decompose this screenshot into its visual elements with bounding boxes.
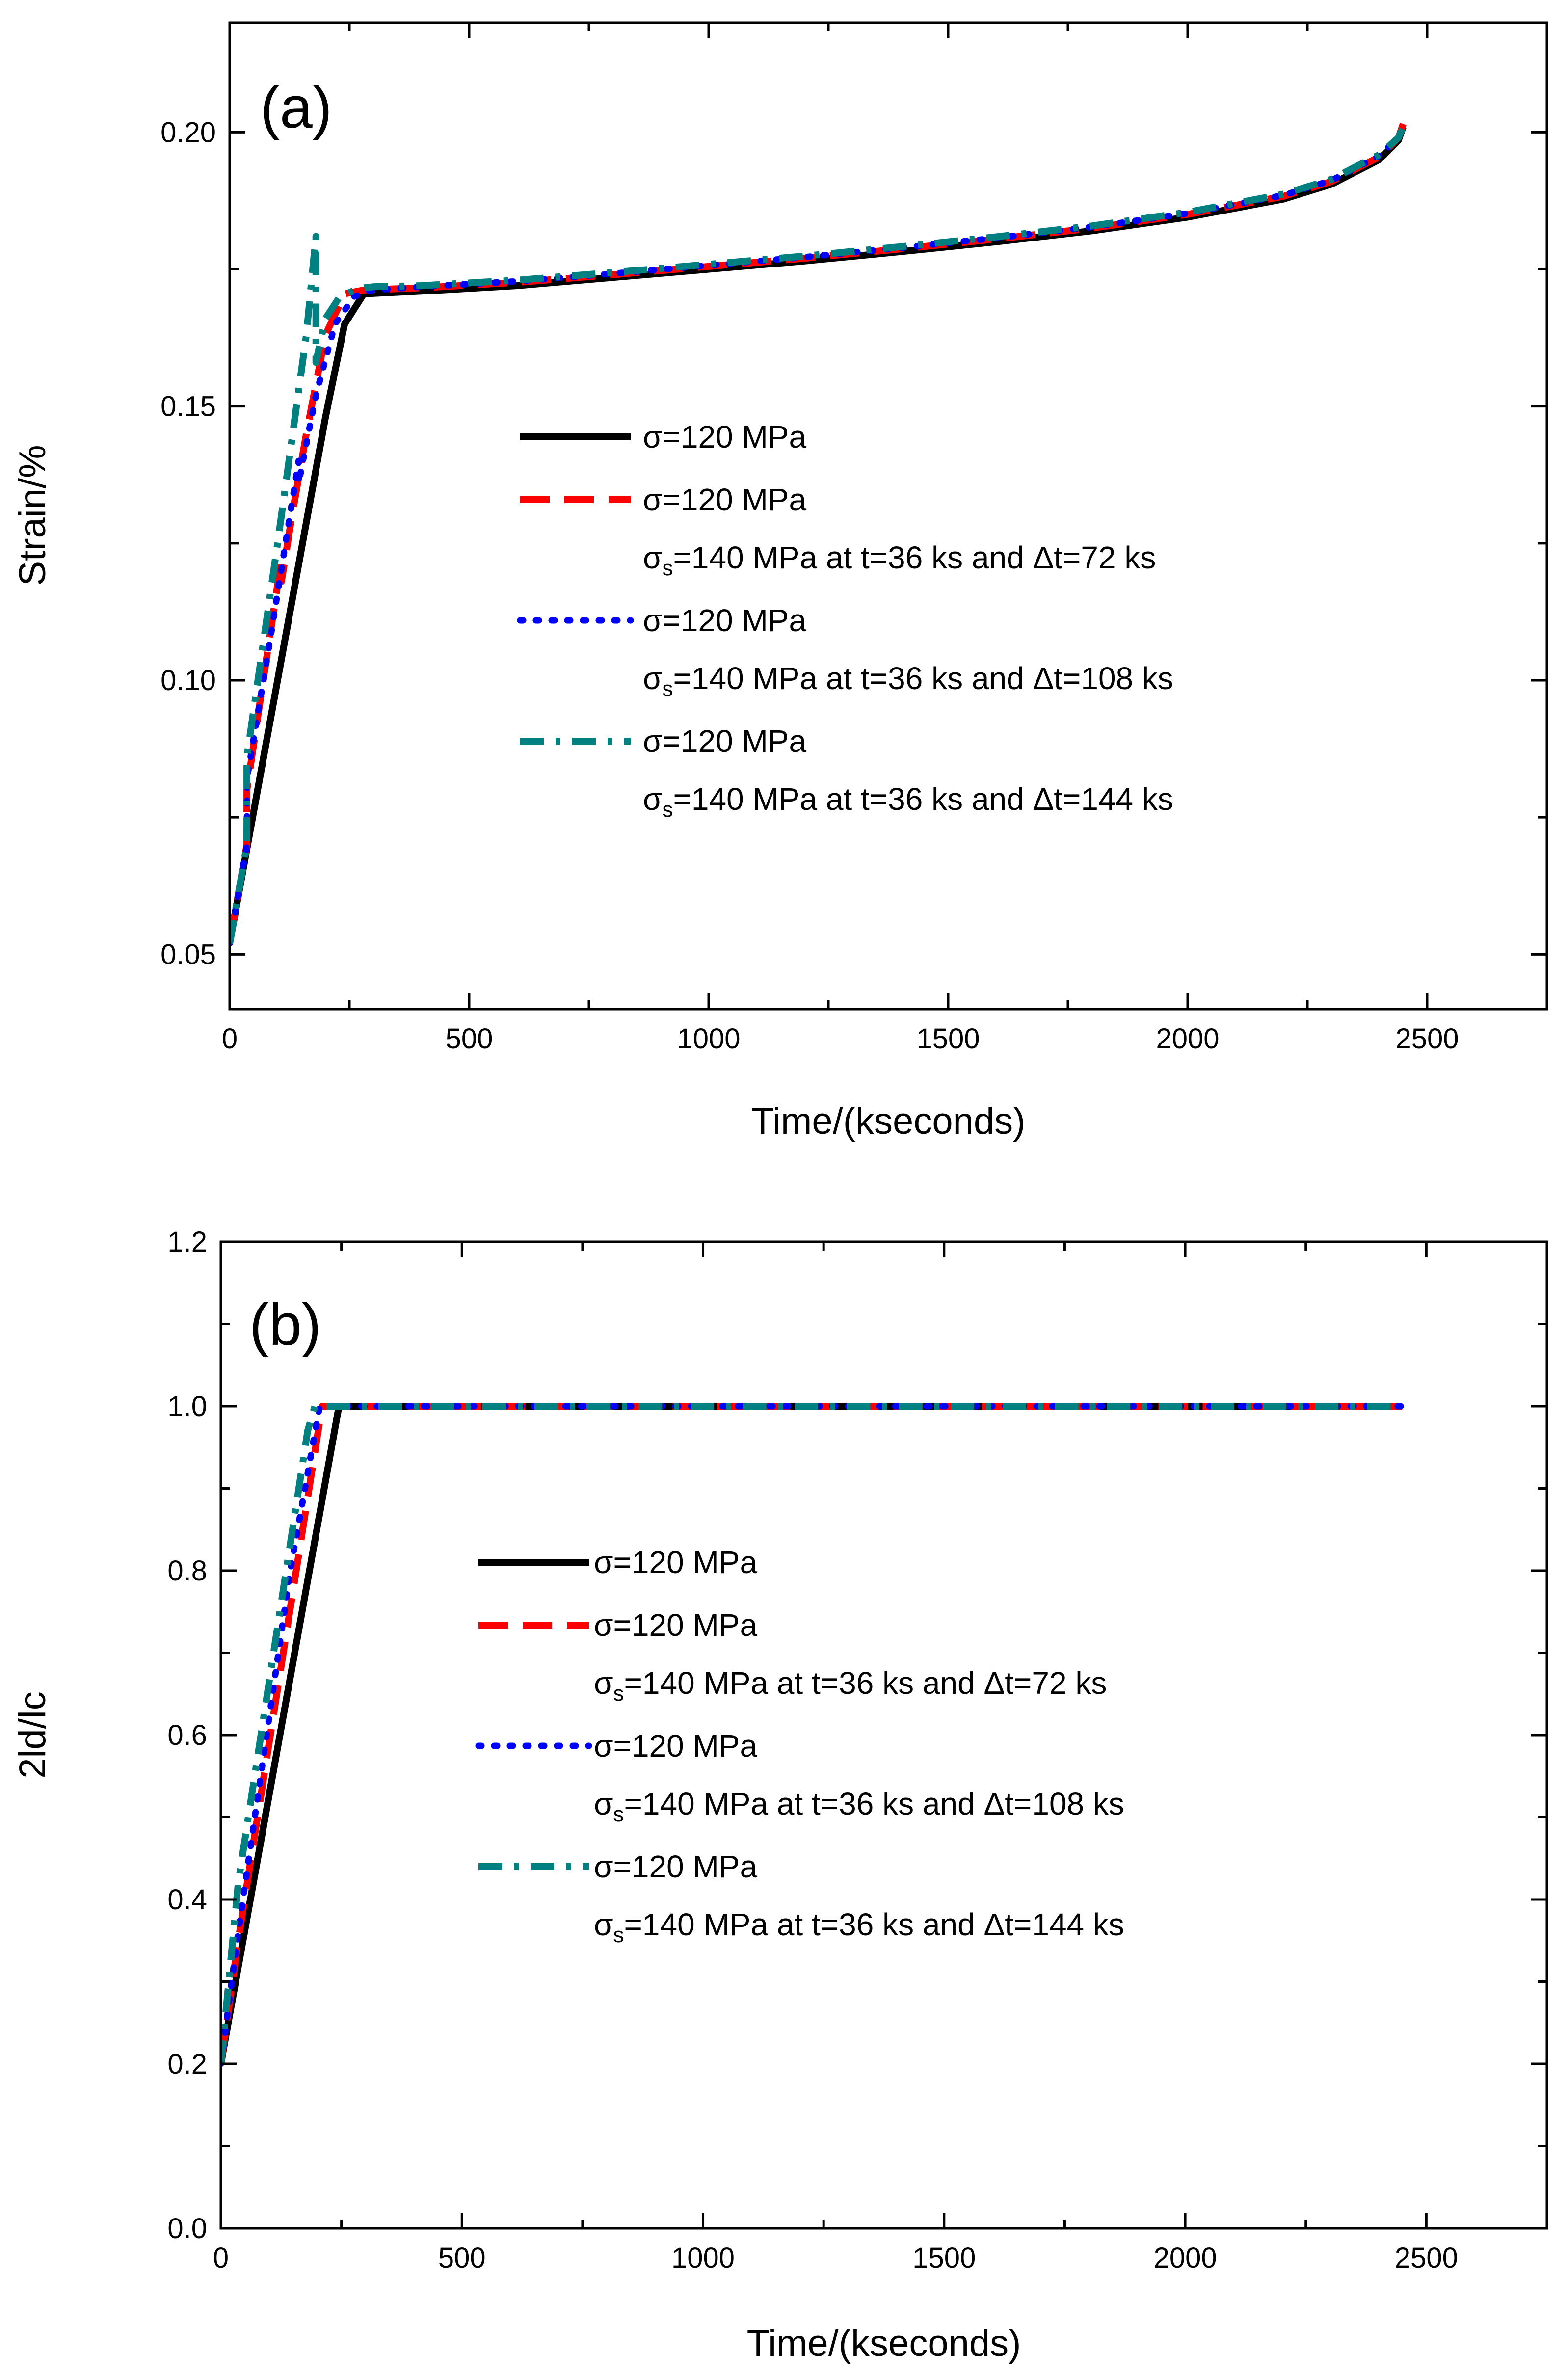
legend-label-3: σ=120 MPa <box>643 603 806 638</box>
x-tick-label: 1500 <box>912 2242 976 2274</box>
legend-label-2: σ=120 MPa <box>643 482 806 517</box>
plot-frame <box>219 1240 1548 2230</box>
legend-label-3: σ=120 MPa <box>594 1728 757 1764</box>
series-line-4 <box>221 1403 1403 2064</box>
y-tick-label: 0.8 <box>167 1555 207 1587</box>
series-line-1 <box>221 1403 1403 2065</box>
x-tick-label: 2000 <box>1156 1023 1219 1055</box>
y-tick-label: 1.0 <box>167 1391 207 1422</box>
y-axis-title: 2ld/lc <box>12 1691 53 1778</box>
y-tick-label: 0.05 <box>160 938 216 970</box>
legend-sublabel-2: σs=140 MPa at t=36 ks and Δt=72 ks <box>643 540 1156 580</box>
x-tick-label: 500 <box>438 2242 486 2274</box>
legend-sublabel-4: σs=140 MPa at t=36 ks and Δt=144 ks <box>594 1907 1124 1947</box>
chart-panel-b: 0 500 1000 1500 2000 2500 0.0 0.2 0.4 0.6 0.8 1.0 1.… <box>12 1226 1548 2364</box>
x-axis-title: Time/(kseconds) <box>751 1100 1026 1142</box>
series-line-3 <box>230 122 1407 947</box>
y-tick-label: 0.10 <box>160 665 216 696</box>
plot-frame <box>228 21 1548 1011</box>
x-tick-label: 2500 <box>1395 1023 1459 1055</box>
legend-sublabel-4: σs=140 MPa at t=36 ks and Δt=144 ks <box>643 781 1173 822</box>
x-tick-label: 2000 <box>1154 2242 1217 2274</box>
legend-sublabel-3: σs=140 MPa at t=36 ks and Δt=108 ks <box>643 661 1173 701</box>
legend-label-1: σ=120 MPa <box>594 1545 757 1580</box>
legend: σ=120 MPa σ=120 MPa σs=140 MPa at t=36 ks … <box>475 1545 1124 1947</box>
series-line-2 <box>230 123 1407 944</box>
x-tick-label: 0 <box>222 1023 238 1055</box>
series-line-3 <box>221 1403 1406 2067</box>
y-tick-label: 0.15 <box>160 391 216 423</box>
legend-sublabel-2: σs=140 MPa at t=36 ks and Δt=72 ks <box>594 1665 1107 1706</box>
legend-label-1: σ=120 MPa <box>643 419 806 455</box>
y-tick-label: 0.2 <box>167 2048 207 2080</box>
x-tick-label: 0 <box>213 2242 229 2274</box>
x-tick-label: 500 <box>446 1023 493 1055</box>
y-tick-label: 0.4 <box>167 1884 207 1916</box>
legend-label-4: σ=120 MPa <box>643 723 806 759</box>
y-tick-label: 0.20 <box>160 116 216 148</box>
chart-panel-a: 0 500 1000 1500 2000 2500 0.05 0.10 0.15 0.20 Time… <box>12 21 1548 1142</box>
x-tick-label: 1000 <box>677 1023 740 1055</box>
x-tick-label: 2500 <box>1395 2242 1458 2274</box>
series-line-4 <box>230 125 1407 944</box>
legend-sublabel-3: σs=140 MPa at t=36 ks and Δt=108 ks <box>594 1786 1124 1826</box>
legend-label-4: σ=120 MPa <box>594 1849 757 1884</box>
legend: σ=120 MPa σ=120 MPa σs=140 MPa at t=36 ks … <box>517 419 1173 822</box>
x-tick-label: 1000 <box>671 2242 735 2274</box>
panel-label: (b) <box>249 1292 321 1358</box>
series-line-1 <box>230 125 1407 944</box>
x-tick-label: 1500 <box>916 1023 980 1055</box>
y-tick-label: 0.0 <box>167 2213 207 2245</box>
y-tick-label: 1.2 <box>167 1226 207 1258</box>
y-tick-label: 0.6 <box>167 1719 207 1751</box>
y-axis-title: Strain/% <box>12 445 53 586</box>
panel-label: (a) <box>260 75 332 140</box>
series-line-2 <box>221 1403 1403 2064</box>
legend-label-2: σ=120 MPa <box>594 1607 757 1643</box>
x-axis-title: Time/(kseconds) <box>747 2323 1021 2364</box>
